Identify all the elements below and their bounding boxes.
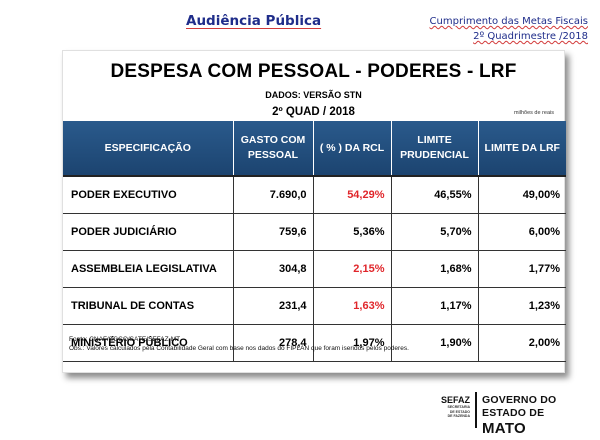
personnel-expense-table: ESPECIFICAÇÃO GASTO COM PESSOAL ( % ) DA…	[63, 121, 566, 362]
row-prudential: 1,68%	[390, 249, 478, 288]
sefaz-mark: SEFAZ SECRETARIA DE ESTADO DE FAZENDA	[412, 395, 470, 419]
government-line-2: MATO GROSSO	[482, 420, 549, 440]
row-name: TRIBUNAL DE CONTAS	[63, 286, 233, 325]
row-spending: 231,4	[232, 286, 313, 325]
row-spending: 7.690,0	[232, 175, 313, 214]
row-rcl-pct: 5,36%	[312, 212, 391, 251]
sefaz-sub-1: SECRETARIA	[447, 405, 471, 409]
government-logo: SEFAZ SECRETARIA DE ESTADO DE FAZENDA GO…	[412, 391, 590, 440]
table-row: ASSEMBLEIA LEGISLATIVA 304,8 2,15% 1,68%…	[63, 249, 566, 288]
header-prudential-limit: LIMITE PRUDENCIAL	[390, 121, 478, 176]
row-prudential: 1,17%	[390, 286, 478, 325]
row-lrf-limit: 1,77%	[477, 249, 566, 288]
period-label: 2º QUAD / 2018	[272, 106, 355, 118]
source-note: Fonte: CNAF/SGCO/SATE/SEFAZ-MT	[69, 336, 181, 343]
table-row: TRIBUNAL DE CONTAS 231,4 1,63% 1,17% 1,2…	[63, 286, 566, 325]
subtitle-line-2: 2º Quadrimestre /2018	[473, 31, 588, 42]
header-lrf-limit: LIMITE DA LRF	[477, 121, 566, 176]
government-line-1: GOVERNO DO ESTADO DE	[482, 394, 557, 419]
logo-divider	[475, 392, 477, 428]
row-name: PODER EXECUTIVO	[63, 175, 233, 214]
observation-note: Obs.: Valores calculados pela Contabilid…	[69, 345, 409, 352]
units-label: milhões de reais	[513, 110, 554, 116]
table-row: PODER EXECUTIVO 7.690,0 54,29% 46,55% 49…	[63, 175, 566, 214]
header-spending: GASTO COM PESSOAL	[232, 121, 313, 176]
row-spending: 759,6	[232, 212, 313, 251]
presentation-title: Audiência Pública	[186, 13, 322, 29]
row-rcl-pct: 2,15%	[312, 249, 391, 288]
subtitle-line-1: Cumprimento das Metas Fiscais	[429, 16, 588, 27]
table-row: MINISTÉRIO PÚBLICO 278,4 1,97% 1,90% 2,0…	[63, 323, 566, 362]
sefaz-sub-3: DE FAZENDA	[447, 414, 470, 418]
row-spending: 278,4	[232, 323, 313, 362]
government-name: GOVERNO DO ESTADO DE MATO GROSSO	[482, 394, 590, 440]
header-rcl-pct: ( % ) DA RCL	[312, 121, 391, 176]
row-lrf-limit: 49,00%	[477, 175, 566, 214]
row-name: ASSEMBLEIA LEGISLATIVA	[63, 249, 233, 288]
row-prudential: 1,90%	[390, 323, 478, 362]
row-prudential: 5,70%	[390, 212, 478, 251]
row-rcl-pct: 1,97%	[312, 323, 391, 362]
sefaz-sub-2: DE ESTADO	[449, 409, 470, 414]
table-title: DESPESA COM PESSOAL - PODERES - LRF	[110, 61, 517, 82]
slide-panel: DESPESA COM PESSOAL - PODERES - LRF DADO…	[62, 50, 566, 373]
row-name: MINISTÉRIO PÚBLICO	[63, 323, 233, 362]
sefaz-label: SEFAZ	[440, 395, 470, 405]
row-spending: 304,8	[232, 249, 313, 288]
row-name: PODER JUDICIÁRIO	[63, 212, 233, 251]
header-specification: ESPECIFICAÇÃO	[63, 121, 233, 176]
row-prudential: 46,55%	[390, 175, 478, 214]
table-header-row: ESPECIFICAÇÃO GASTO COM PESSOAL ( % ) DA…	[63, 121, 566, 176]
row-lrf-limit: 2,00%	[477, 323, 566, 362]
presentation-subtitle: Cumprimento das Metas Fiscais 2º Quadrim…	[430, 14, 588, 44]
row-lrf-limit: 1,23%	[477, 286, 566, 325]
table-row: PODER JUDICIÁRIO 759,6 5,36% 5,70% 6,00%	[63, 212, 566, 251]
row-lrf-limit: 6,00%	[477, 212, 566, 251]
footnotes: Fonte: CNAF/SGCO/SATE/SEFAZ-MT Obs.: Val…	[69, 335, 409, 353]
row-rcl-pct: 1,63%	[312, 286, 391, 325]
data-source-label: DADOS: VERSÃO STN	[265, 90, 362, 100]
row-rcl-pct: 54,29%	[312, 175, 391, 214]
